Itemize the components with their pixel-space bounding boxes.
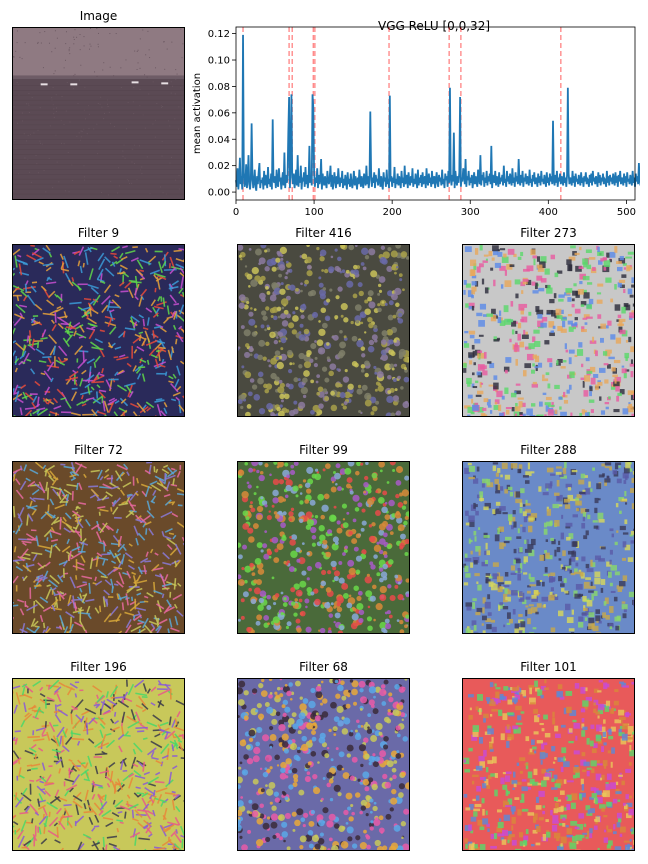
filter-pattern <box>238 679 409 850</box>
filter-pattern <box>13 245 184 416</box>
x-tick-label: 300 <box>461 207 480 216</box>
filter-title: Filter 9 <box>77 226 120 240</box>
y-tick-label: 0.04 <box>208 135 230 146</box>
filter-visualization <box>462 244 635 417</box>
filter-visualization <box>237 244 410 417</box>
filter-pattern <box>13 462 184 633</box>
filter-title: Filter 72 <box>74 443 123 457</box>
filter-pattern <box>463 245 634 416</box>
activation-series-line <box>235 34 640 191</box>
filter-visualization <box>462 678 635 851</box>
filter-title: Filter 68 <box>299 660 348 674</box>
y-tick-label: 0.02 <box>208 161 230 172</box>
image-panel-title: Image <box>79 9 118 23</box>
y-tick-label: 0.08 <box>208 82 230 93</box>
filter-title: Filter 99 <box>299 443 348 457</box>
filter-title: Filter 101 <box>520 660 577 674</box>
x-tick-label: 500 <box>617 207 636 216</box>
x-tick-label: 100 <box>305 207 324 216</box>
filter-visualization <box>237 461 410 634</box>
x-tick-label: 200 <box>383 207 402 216</box>
filter-visualization <box>462 461 635 634</box>
y-tick-label: 0.12 <box>208 29 230 40</box>
filter-title: Filter 196 <box>70 660 127 674</box>
filter-pattern <box>463 462 634 633</box>
x-tick-label: 0 <box>233 207 239 216</box>
y-tick-label: 0.00 <box>208 188 230 199</box>
chart-axes-frame <box>235 26 636 201</box>
sea-area <box>13 78 184 199</box>
x-axis-ticks: 0 100 200 300 400 500 <box>233 200 636 216</box>
sky-area <box>13 28 184 78</box>
horizon-line <box>13 75 184 79</box>
filter-title: Filter 273 <box>520 226 577 240</box>
filter-visualization <box>12 678 185 851</box>
filter-pattern <box>463 679 634 850</box>
filter-visualization <box>12 244 185 417</box>
y-tick-label: 0.06 <box>208 108 230 119</box>
filter-visualization <box>237 678 410 851</box>
chart-title: VGG ReLU [0,0,32] <box>378 20 490 33</box>
filter-pattern <box>238 462 409 633</box>
x-tick-label: 400 <box>539 207 558 216</box>
filter-visualization <box>12 461 185 634</box>
activation-chart: VGG ReLU [0,0,32] mean activation 0.000.… <box>192 20 640 216</box>
source-image-drawing <box>13 28 184 199</box>
y-tick-label: 0.10 <box>208 56 230 67</box>
filter-pattern <box>13 679 184 850</box>
filter-title: Filter 416 <box>295 226 352 240</box>
y-axis-ticks: 0.00 0.02 0.04 0.06 0.08 0.10 0.12 <box>208 29 236 199</box>
filter-title: Filter 288 <box>520 443 577 457</box>
chart-y-axis-label: mean activation <box>192 73 203 154</box>
distant-boats <box>40 81 169 86</box>
source-image <box>12 27 185 200</box>
filter-pattern <box>238 245 409 416</box>
sea-waves <box>13 85 184 195</box>
